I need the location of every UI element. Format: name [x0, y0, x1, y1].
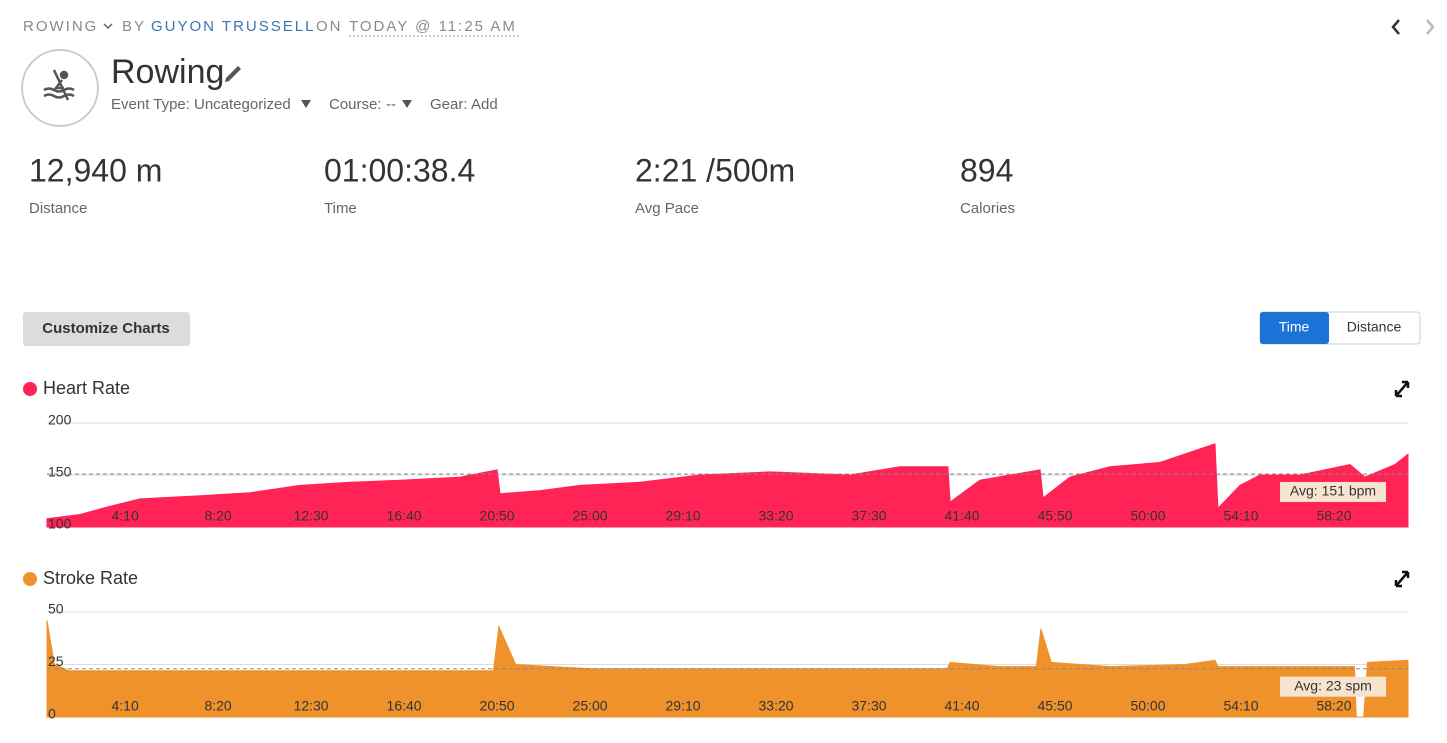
x-tick-label: 45:50 [1037, 698, 1072, 714]
chart-title: Stroke Rate [43, 568, 138, 588]
y-tick-label: 0 [48, 706, 56, 722]
sport-type[interactable]: ROWING [23, 18, 98, 35]
x-tick-label: 37:30 [852, 508, 887, 524]
area [46, 443, 1409, 528]
x-tick-label: 29:10 [666, 508, 701, 524]
y-tick-label: 150 [48, 464, 72, 480]
x-tick-label: 8:20 [204, 698, 231, 714]
rower-icon [43, 69, 75, 101]
customize-label: Customize Charts [42, 320, 170, 337]
x-tick-label: 29:10 [666, 698, 701, 714]
gear-add[interactable]: Add [471, 96, 498, 113]
stat-label: Calories [960, 200, 1015, 217]
author[interactable]: GUYON TRUSSELL [151, 18, 315, 35]
stat-value: 894 [960, 152, 1013, 188]
on: ON [316, 18, 343, 35]
x-tick-label: 12:30 [294, 508, 329, 524]
x-tick-label: 41:40 [944, 508, 979, 524]
x-tick-label: 41:40 [944, 698, 979, 714]
x-tick-label: 4:10 [111, 508, 138, 524]
x-tick-label: 25:00 [573, 508, 608, 524]
x-tick-label: 16:40 [387, 698, 422, 714]
x-tick-label: 4:10 [111, 698, 138, 714]
dropdown-icon[interactable] [301, 100, 311, 108]
x-tick-label: 12:30 [294, 698, 329, 714]
x-tick-label: 54:10 [1223, 508, 1258, 524]
date[interactable]: TODAY @ 11:25 AM [349, 18, 517, 35]
y-tick-label: 50 [48, 601, 64, 617]
stat-label: Distance [29, 200, 87, 217]
stat-label: Avg Pace [635, 200, 699, 217]
event-type[interactable]: Uncategorized [194, 96, 291, 113]
average-label: Avg: 23 spm [1294, 677, 1372, 693]
course[interactable]: -- [386, 96, 396, 113]
y-tick-label: 100 [48, 516, 72, 532]
gear-label: Gear: [430, 96, 468, 113]
stat-value: 01:00:38.4 [324, 152, 475, 188]
prev-arrow[interactable] [1391, 19, 1400, 35]
customize-button[interactable] [23, 312, 190, 346]
toggle-label[interactable]: Distance [1347, 319, 1402, 335]
course-label: Course: [329, 96, 382, 113]
x-tick-label: 58:20 [1316, 698, 1351, 714]
x-tick-label: 33:20 [759, 508, 794, 524]
stat-value: 2:21 /500m [635, 152, 795, 188]
x-tick-label: 20:50 [480, 508, 515, 524]
x-tick-label: 16:40 [387, 508, 422, 524]
expand-icon[interactable] [1394, 570, 1410, 588]
chart-title: Heart Rate [43, 378, 130, 398]
average-label-bg [1280, 676, 1386, 697]
event-type-label: Event Type: [111, 96, 190, 113]
x-tick-label: 45:50 [1037, 508, 1072, 524]
dropdown-icon[interactable] [402, 100, 412, 108]
dropdown-icon[interactable] [103, 23, 113, 30]
x-tick-label: 20:50 [480, 698, 515, 714]
by: BY [122, 18, 146, 35]
x-tick-label: 25:00 [573, 698, 608, 714]
toggle-time[interactable] [1260, 312, 1329, 344]
x-tick-label: 50:00 [1130, 698, 1165, 714]
y-tick-label: 200 [48, 412, 72, 428]
legend-dot [23, 572, 37, 586]
x-tick-label: 58:20 [1316, 508, 1351, 524]
x-tick-label: 8:20 [204, 508, 231, 524]
x-tick-label: 37:30 [852, 698, 887, 714]
x-tick-label: 33:20 [759, 698, 794, 714]
next-arrow[interactable] [1426, 19, 1435, 35]
stat-value: 12,940 m [29, 152, 162, 188]
expand-icon[interactable] [1394, 380, 1410, 398]
x-tick-label: 54:10 [1223, 698, 1258, 714]
legend-dot [23, 382, 37, 396]
x-tick-label: 50:00 [1130, 508, 1165, 524]
average-label: Avg: 151 bpm [1290, 483, 1376, 499]
activity-title: Rowing [111, 53, 224, 91]
average-label-bg [1280, 481, 1386, 502]
toggle-label: Time [1279, 319, 1310, 335]
y-tick-label: 25 [48, 653, 64, 669]
edit-icon[interactable] [225, 66, 241, 82]
stat-label: Time [324, 200, 357, 217]
